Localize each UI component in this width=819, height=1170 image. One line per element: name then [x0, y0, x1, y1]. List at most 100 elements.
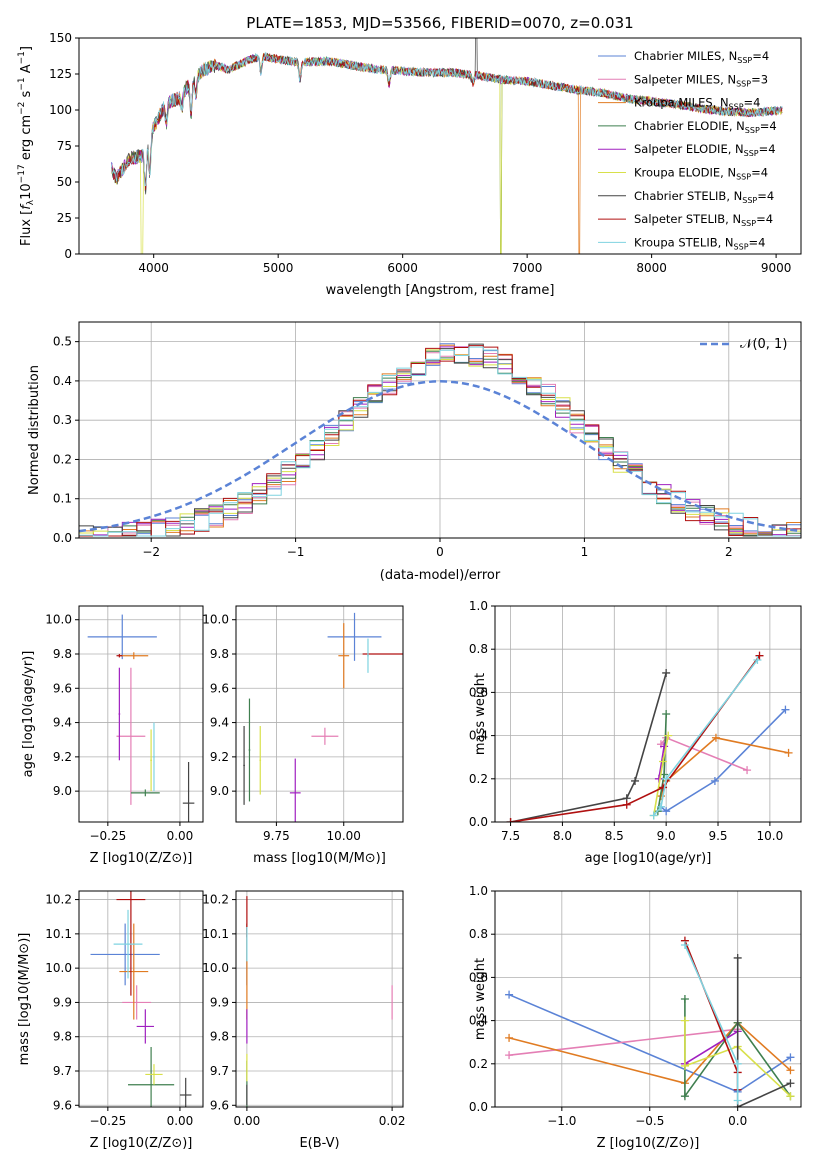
x-tick-label: 9.0 — [657, 829, 676, 843]
y-tick-label: 9.8 — [53, 1030, 72, 1044]
axes-frame — [494, 890, 802, 1108]
x-tick-label: 0.00 — [167, 829, 194, 843]
residual-histogram-panel: −2 −1 0 1 2 0.0 0.1 0.2 0.3 0.4 0.5 𝒩(0, 1) (data-… — [27, 321, 802, 583]
axes-frame — [235, 605, 404, 823]
mass-weight-line — [509, 1028, 738, 1056]
mass-weight-point — [786, 1092, 795, 1101]
y-tick-label: 0.4 — [53, 374, 72, 388]
y-tick-label: 0.3 — [53, 413, 72, 427]
y-tick-label: 100 — [49, 103, 72, 117]
mass-vs-Z-ylabel: mass [log10(M/M⊙)] — [17, 933, 32, 1066]
x-tick-label: 0.02 — [379, 1114, 406, 1128]
x-tick-label: 9000 — [761, 261, 792, 275]
x-tick-label: 7.5 — [501, 829, 520, 843]
mass-weight-point — [743, 766, 752, 775]
mass-weight-point — [680, 941, 689, 949]
y-tick-label: 9.0 — [53, 784, 72, 798]
y-tick-label: 0.1 — [53, 492, 72, 506]
y-tick-label: 9.0 — [210, 784, 229, 798]
mass-weight-line — [684, 1030, 739, 1065]
y-tick-label: 0.0 — [53, 531, 72, 545]
legend-entry: Kroupa STELIB, NSSP=4 — [634, 235, 765, 251]
x-tick-label: −0.25 — [89, 829, 126, 843]
mass-weight-point — [505, 1033, 514, 1042]
x-tick-label: −2 — [142, 545, 160, 559]
x-tick-label: 9.5 — [708, 829, 727, 843]
y-tick-label: 25 — [57, 211, 72, 225]
mass-weight-point — [662, 710, 671, 718]
histogram-legend: 𝒩(0, 1) — [700, 337, 787, 352]
massweight-vs-age-xlabel: age [log10(age/yr)] — [585, 851, 712, 866]
histogram-ylabel: Normed distribution — [27, 365, 42, 495]
y-tick-label: 1.0 — [469, 884, 488, 898]
spectrum-line — [111, 51, 783, 187]
y-tick-label: 0.8 — [469, 642, 488, 656]
age-vs-Z-panel: −0.25 0.00 9.0 9.2 9.4 9.6 9.8 10.0 Z [log10(Z/Z… — [21, 605, 204, 866]
x-tick-label: 0.00 — [234, 1114, 261, 1128]
mass-weight-point — [784, 748, 793, 757]
x-tick-label: 10.0 — [757, 829, 784, 843]
mass-vs-EBV-panel: 0.00 0.02 9.6 9.7 9.8 9.9 10.0 10.1 10.2 E(B-V) — [202, 890, 406, 1151]
mass-weight-point — [781, 705, 790, 714]
mass-weight-point — [659, 783, 668, 792]
y-tick-label: 9.7 — [53, 1064, 72, 1078]
mass-weight-point — [733, 1096, 742, 1105]
y-tick-label: 0.5 — [53, 335, 72, 349]
mass-weight-point — [733, 1059, 742, 1068]
y-tick-label: 10.2 — [202, 893, 229, 907]
x-tick-label: 0 — [436, 545, 444, 559]
y-tick-label: 10.0 — [202, 613, 229, 627]
mass-weight-point — [662, 774, 671, 783]
axes-frame — [235, 890, 404, 1108]
mass-weight-line — [684, 944, 739, 1101]
y-tick-label: 0.0 — [469, 815, 488, 829]
axes-frame — [78, 890, 204, 1108]
mass-weight-point — [631, 776, 640, 785]
spectrum-xlabel: wavelength [Angstrom, rest frame] — [326, 283, 555, 298]
figure-title: PLATE=1853, MJD=53566, FIBERID=0070, z=0… — [246, 14, 633, 32]
histogram-step — [79, 346, 801, 537]
age-vs-Z-ylabel: age [log10(age/yr)] — [21, 651, 36, 778]
y-tick-label: 9.6 — [53, 1098, 72, 1112]
mass-weight-line — [658, 746, 665, 779]
x-tick-label: 8000 — [636, 261, 667, 275]
x-tick-label: −1 — [287, 545, 305, 559]
x-tick-label: −1.0 — [547, 1114, 576, 1128]
mass-weight-point — [711, 733, 720, 742]
mass-weight-point — [710, 776, 719, 785]
legend-entry: Salpeter STELIB, NSSP=4 — [634, 212, 773, 228]
y-tick-label: 150 — [49, 31, 72, 45]
mass-weight-point — [622, 800, 631, 809]
mass-weight-point — [662, 668, 671, 677]
y-tick-label: 0.6 — [469, 970, 488, 984]
mass-weight-line — [660, 736, 748, 771]
y-tick-label: 9.6 — [210, 681, 229, 695]
mass-weight-point — [659, 757, 668, 766]
y-tick-label: 9.2 — [210, 750, 229, 764]
mass-weight-point — [786, 1053, 795, 1062]
mass-weight-line — [653, 659, 759, 817]
age-vs-mass-panel: 9.75 10.00 9.0 9.2 9.4 9.6 9.8 10.0 mass [log10(… — [202, 605, 404, 866]
legend-entry: Kroupa MILES, NSSP=4 — [634, 96, 760, 112]
x-tick-label: 6000 — [387, 261, 418, 275]
legend-entry: Chabrier STELIB, NSSP=4 — [634, 189, 774, 205]
mass-weight-point — [786, 1079, 795, 1088]
y-tick-label: 75 — [57, 139, 72, 153]
y-tick-label: 0.2 — [469, 1057, 488, 1071]
mass-vs-EBV-xlabel: E(B-V) — [299, 1136, 339, 1151]
y-tick-label: 0.2 — [469, 772, 488, 786]
x-tick-label: −0.25 — [89, 1114, 126, 1128]
mass-weight-point — [753, 656, 762, 664]
y-tick-label: 9.6 — [210, 1098, 229, 1112]
mass-weight-line — [510, 672, 667, 822]
mass-weight-point — [733, 953, 742, 962]
mass-weight-line — [736, 958, 791, 1107]
mass-weight-line — [510, 655, 761, 822]
mass-vs-Z-xlabel: Z [log10(Z/Z⊙)] — [90, 1136, 193, 1151]
x-tick-label: 0.00 — [167, 1114, 194, 1128]
massweight-vs-Z-ylabel: mass weight — [473, 958, 488, 1040]
spectrum-panel: 4000 5000 6000 7000 8000 9000 0 25 50 75 100 125 150… — [17, 31, 802, 298]
y-tick-label: 9.8 — [210, 1030, 229, 1044]
axes-frame — [494, 605, 802, 823]
